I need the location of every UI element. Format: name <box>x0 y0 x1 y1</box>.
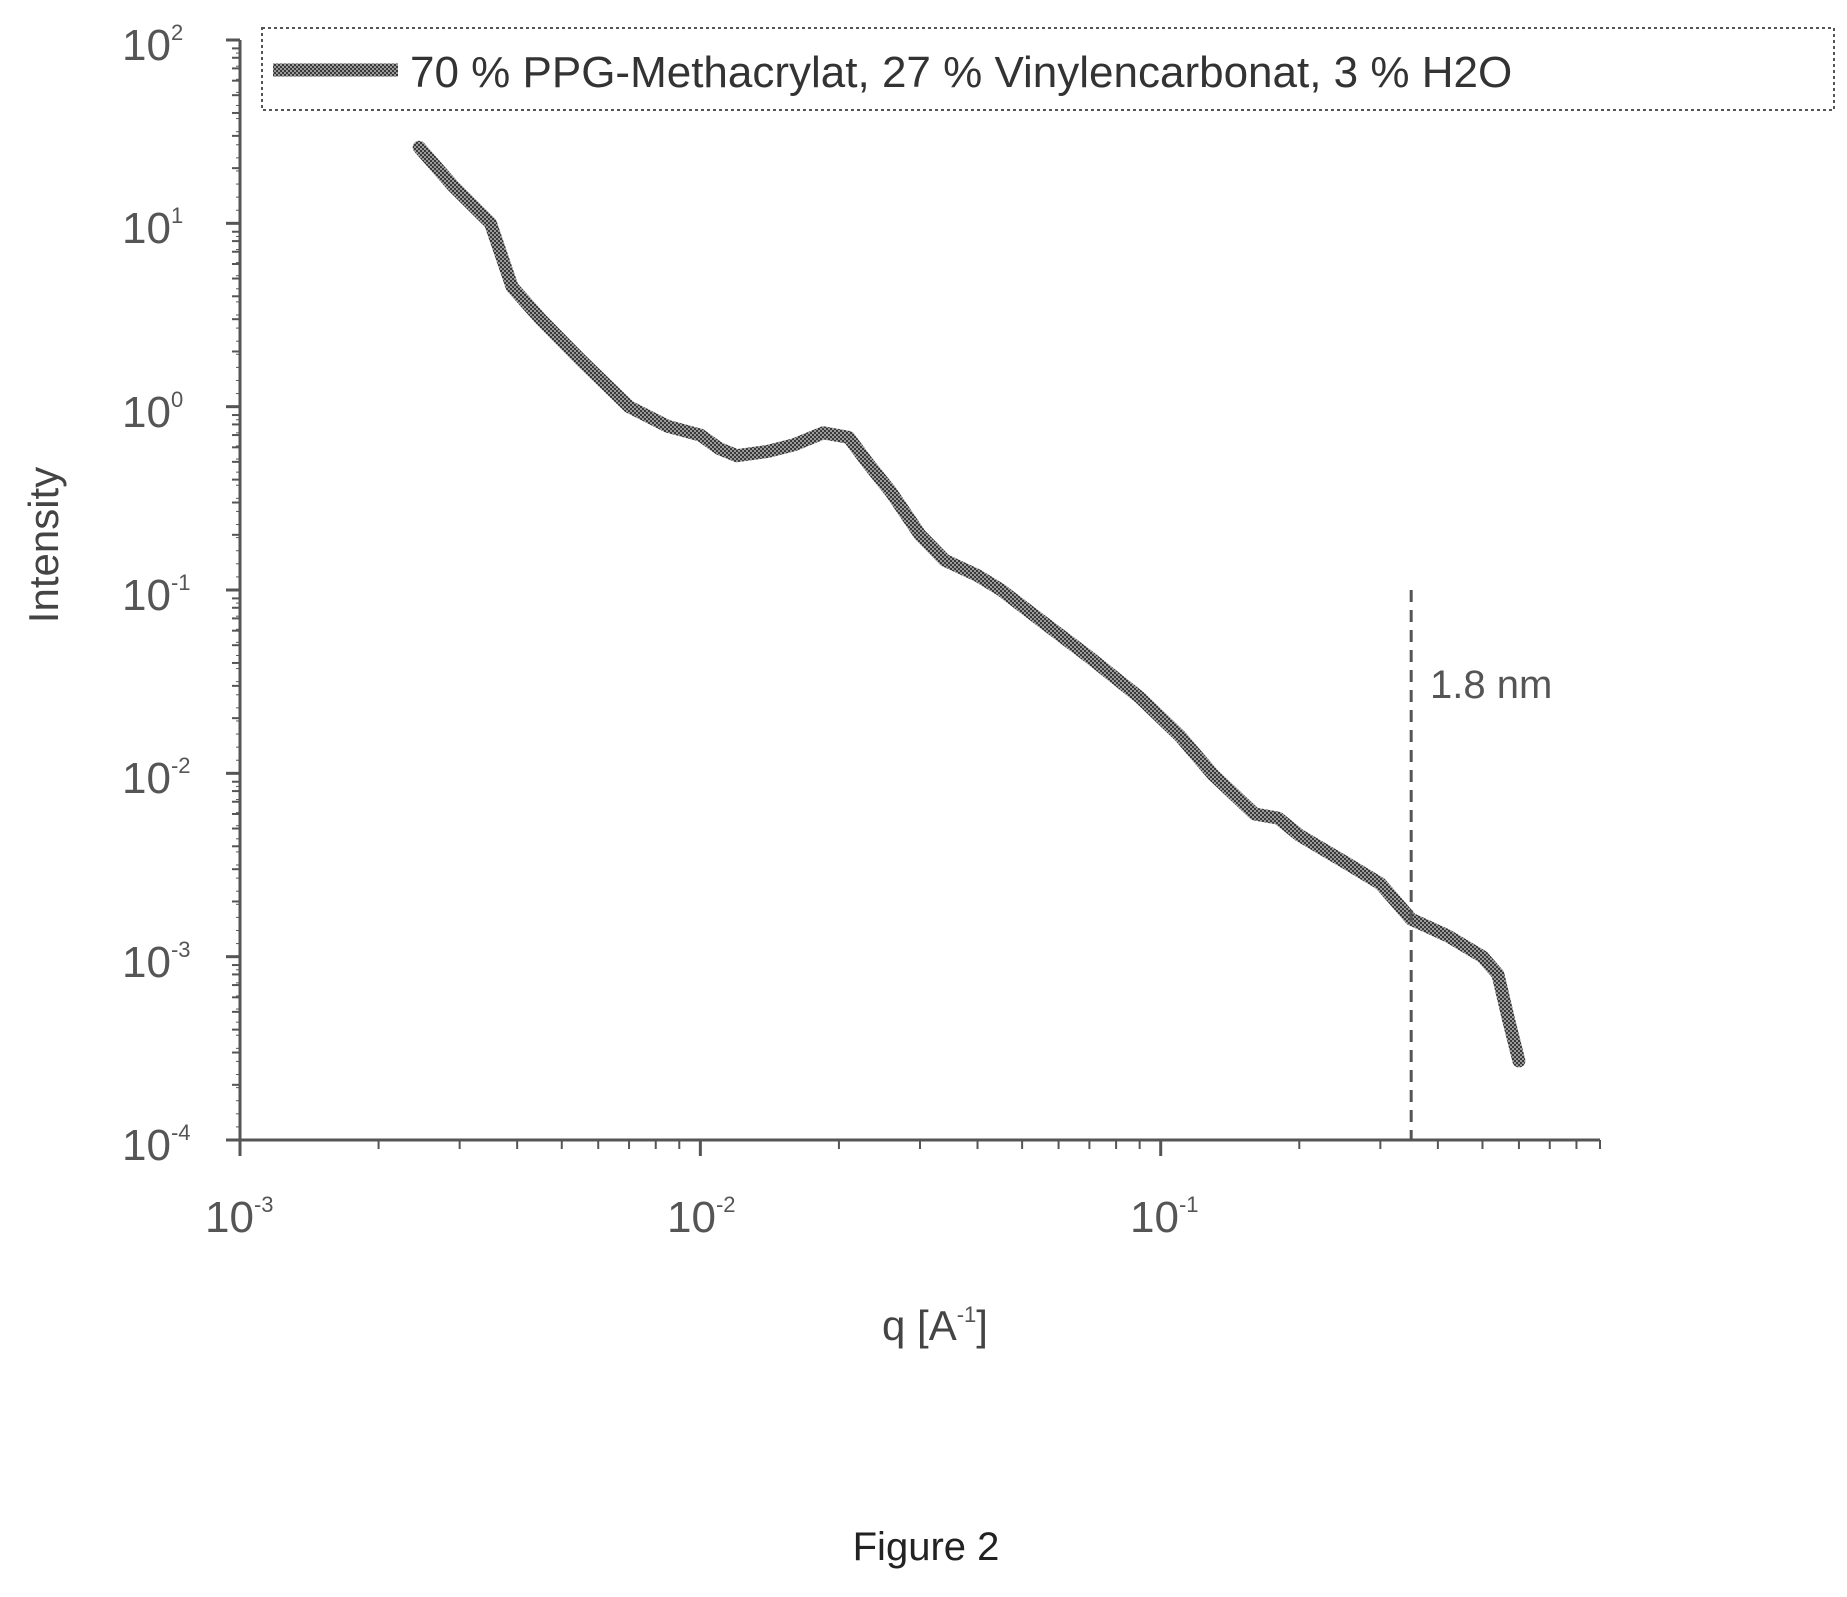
y-tick-labels: 102 101 100 10-1 10-2 10-3 10-4 <box>122 20 191 1170</box>
y-tick-label-1e2: 102 <box>122 20 183 70</box>
series-line <box>412 140 1526 1068</box>
y-axis-title: Intensity <box>20 467 67 623</box>
y-major-ticks <box>226 38 240 1142</box>
legend-box <box>261 27 1835 111</box>
x-tick-label-1e-2: 10-2 <box>667 1192 736 1242</box>
x-tick-labels: 10-3 10-2 10-1 <box>205 1192 1199 1242</box>
x-tick-label-1e-1: 10-1 <box>1130 1192 1199 1242</box>
annotation-label: 1.8 nm <box>1430 663 1552 707</box>
x-minor-ticks <box>377 1140 1601 1149</box>
x-tick-label-1e-3: 10-3 <box>205 1192 274 1242</box>
y-tick-label-1e-1: 10-1 <box>122 570 191 620</box>
legend-label: 70 % PPG-Methacrylat, 27 % Vinylencarbon… <box>410 48 1512 97</box>
legend: 70 % PPG-Methacrylat, 27 % Vinylencarbon… <box>261 27 1835 111</box>
plot-area <box>226 38 1601 1156</box>
y-tick-label-1e-2: 10-2 <box>122 753 191 803</box>
x-major-ticks <box>238 1140 1163 1156</box>
y-tick-label-1e-4: 10-4 <box>122 1120 191 1170</box>
x-axis-title: q [A-1] <box>882 1302 988 1349</box>
y-minor-ticks <box>232 47 240 1128</box>
y-tick-label-1e0: 100 <box>122 387 183 437</box>
figure-caption: Figure 2 <box>853 1525 1000 1569</box>
y-tick-label-1e-3: 10-3 <box>122 937 191 987</box>
y-tick-label-1e1: 101 <box>122 203 183 253</box>
